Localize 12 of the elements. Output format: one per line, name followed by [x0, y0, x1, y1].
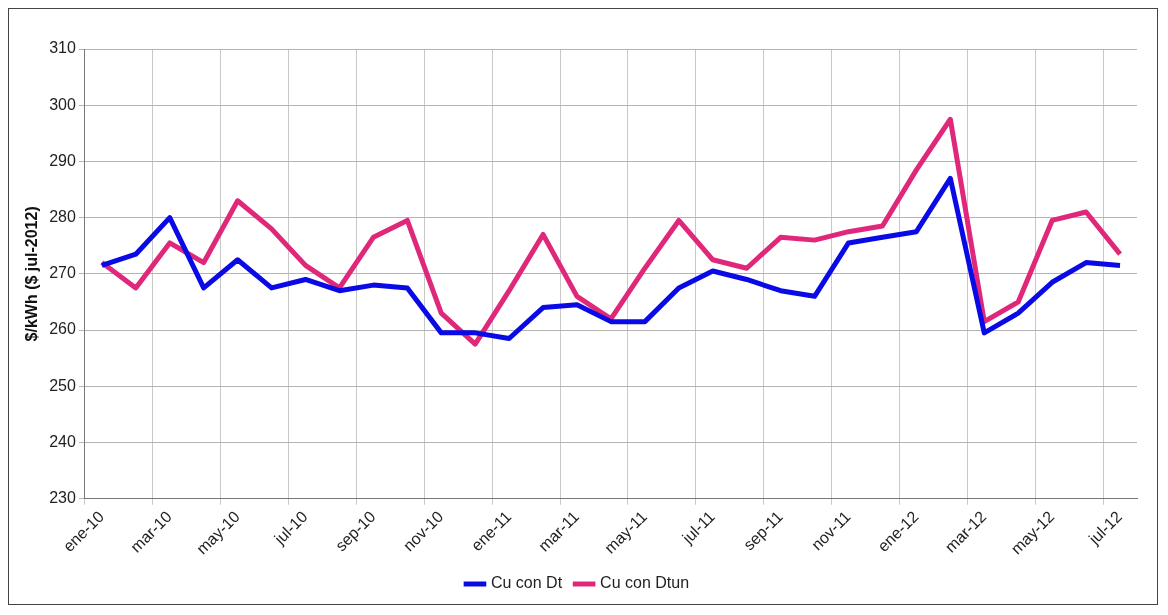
- legend-label: Cu con Dt: [490, 574, 563, 592]
- y-tick-label: 280: [49, 208, 76, 226]
- legend-label: Cu con Dtun: [600, 574, 690, 592]
- y-tick-label: 230: [49, 489, 76, 507]
- y-tick-label: 250: [49, 376, 76, 394]
- y-tick-label: 300: [49, 95, 76, 113]
- y-tick-label: 260: [49, 320, 76, 338]
- y-tick-label: 290: [49, 151, 76, 169]
- y-tick-label: 270: [49, 264, 76, 282]
- y-tick-label: 310: [49, 39, 76, 57]
- y-axis-title: $/kWh ($ jul-2012): [23, 206, 41, 342]
- y-tick-label: 240: [49, 432, 76, 450]
